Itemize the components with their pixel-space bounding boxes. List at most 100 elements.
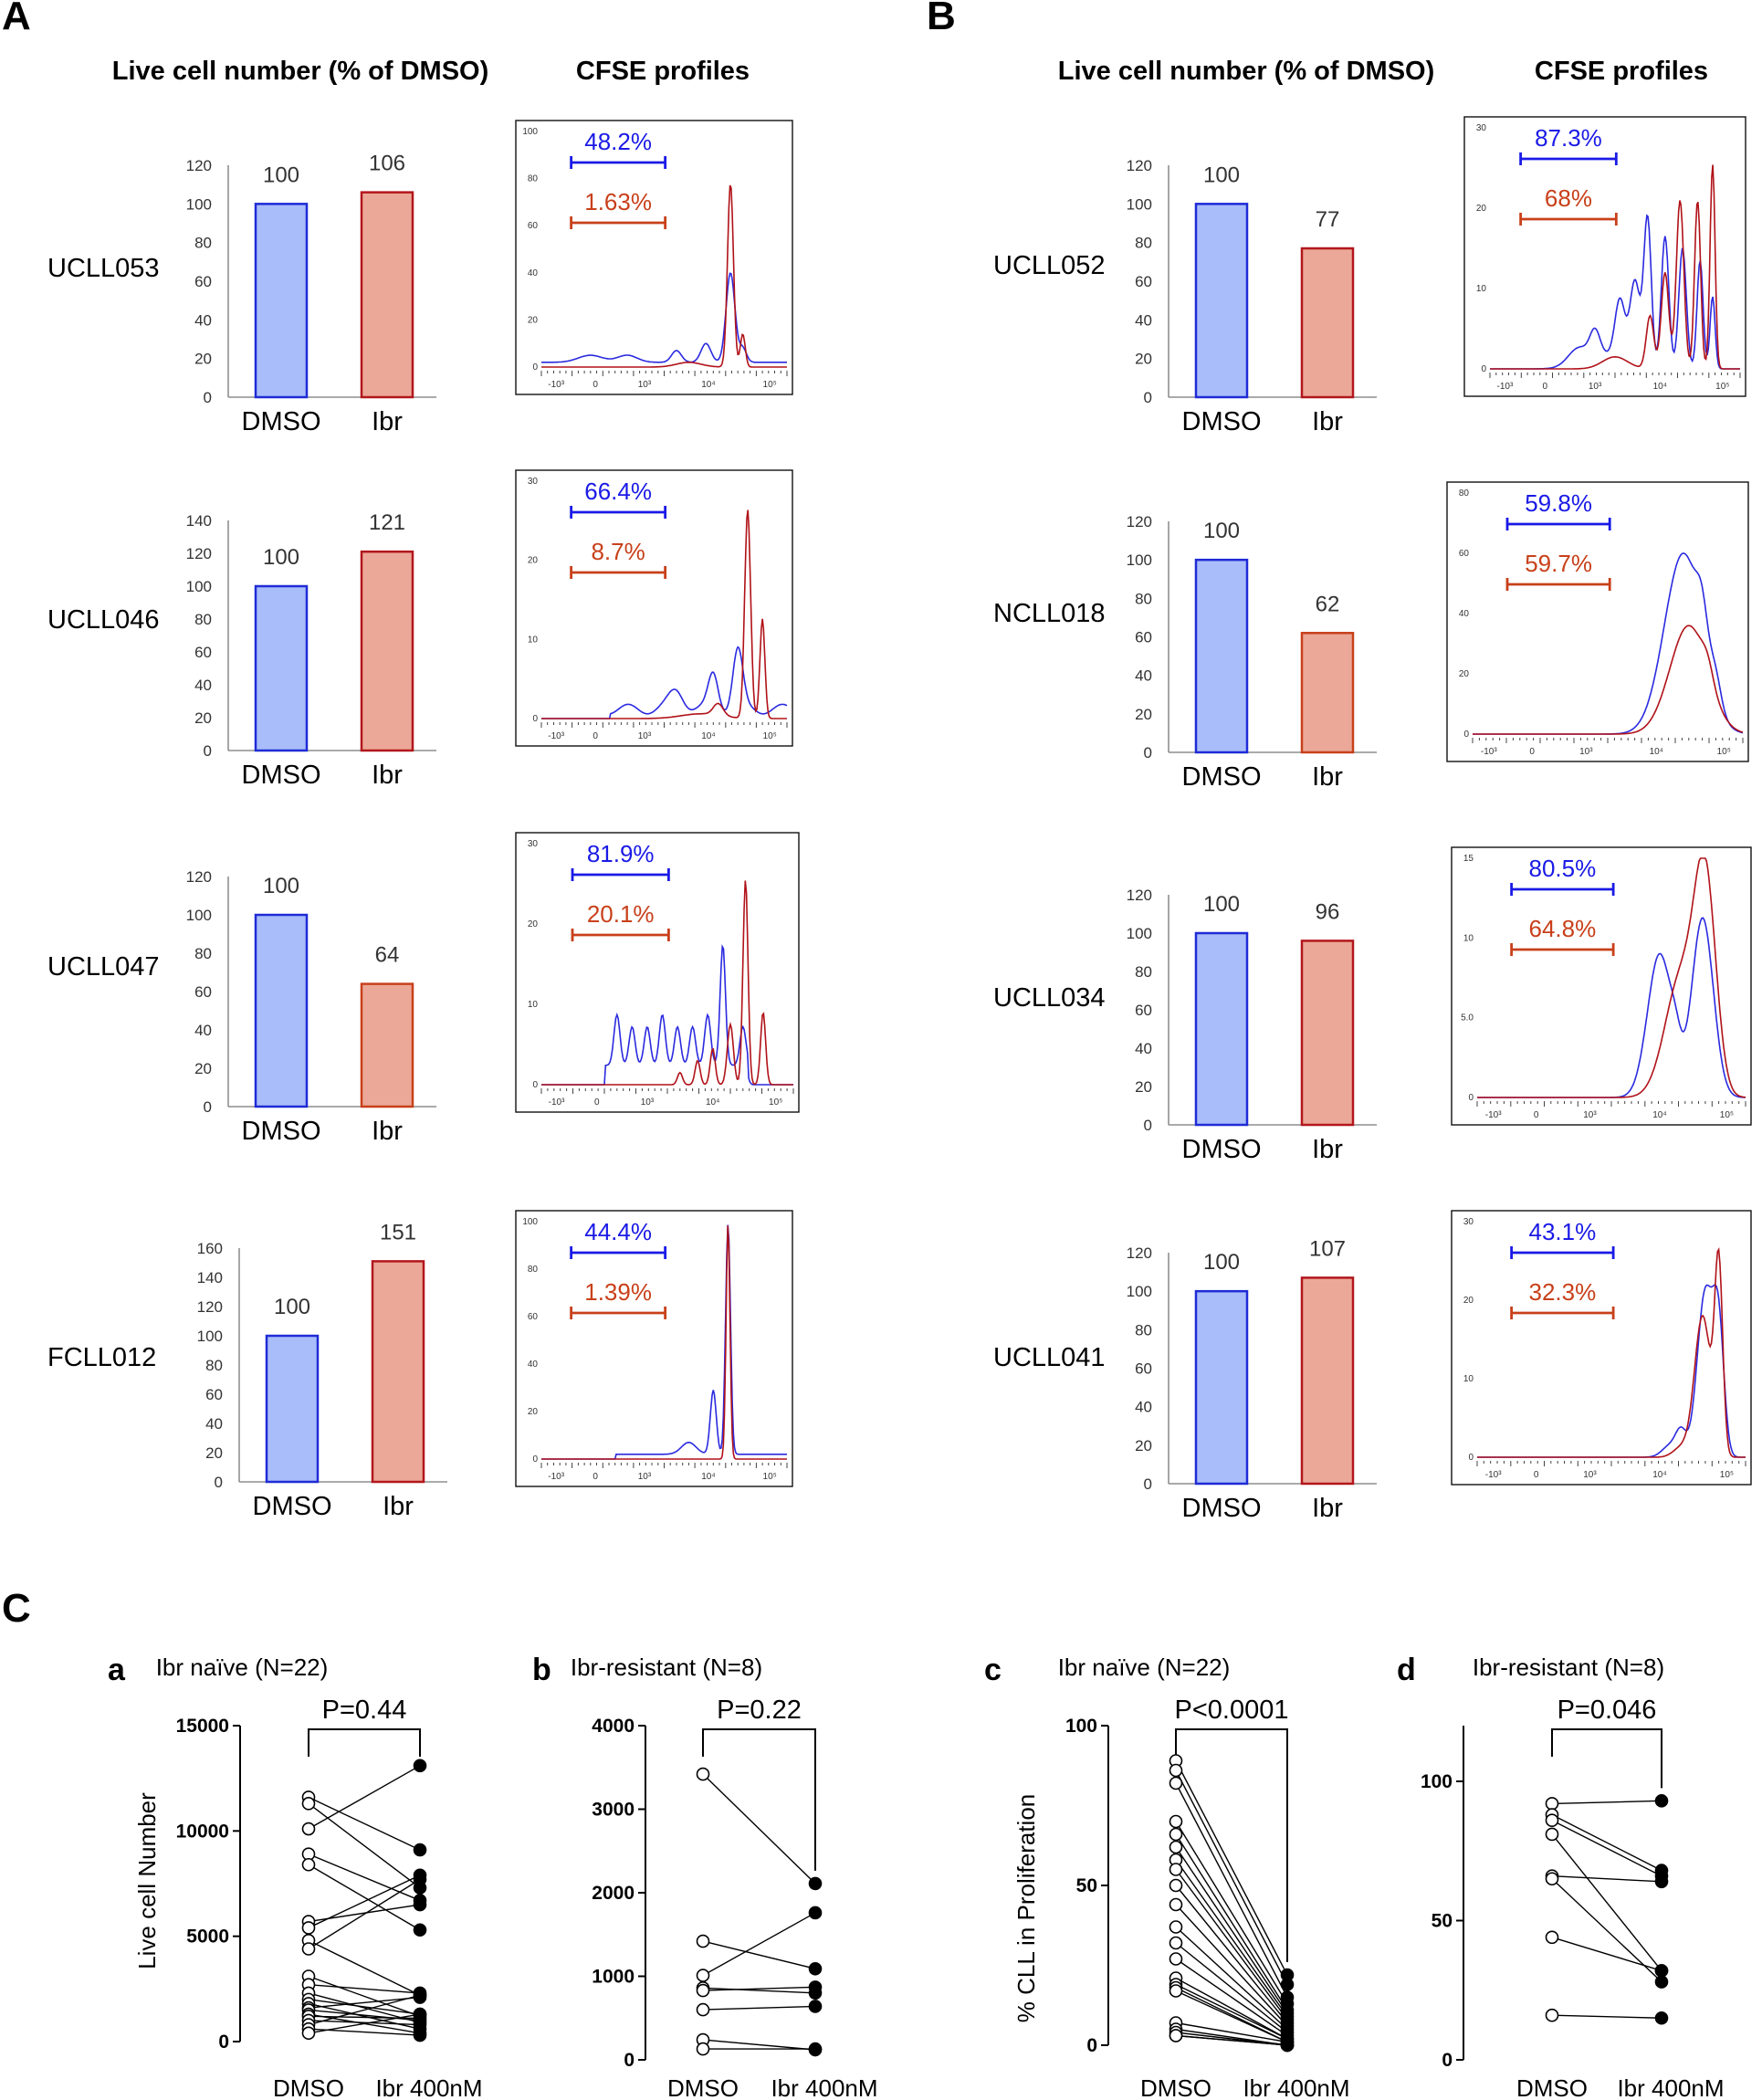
cfse-x-tick: 10⁴ xyxy=(706,1097,719,1108)
category-label: DMSO xyxy=(1182,1135,1262,1164)
cfse-curve-ibr xyxy=(541,184,787,368)
significance-bracket xyxy=(1175,1728,1288,1962)
point-dmso xyxy=(301,1942,316,1956)
cfse-x-tick: -10³ xyxy=(1485,1110,1502,1120)
bar-chart-ncll018: NCLL018 0 20 40 60 80 100 120 100 DMSO 62 Ibr xyxy=(993,513,1377,792)
pair-line xyxy=(702,1986,816,1991)
cfse-curve-ibr xyxy=(1490,164,1740,370)
cfse-x-ticks xyxy=(540,1463,788,1468)
category-label: DMSO xyxy=(1182,1494,1262,1523)
pair-line xyxy=(1551,1878,1662,1983)
bar-dmso xyxy=(1194,558,1249,754)
y-tick-label: 120 xyxy=(1127,887,1152,904)
y-tick-label: 60 xyxy=(1135,273,1152,290)
cfse-x-tick: 0 xyxy=(1529,747,1535,757)
point-dmso xyxy=(696,1983,710,1998)
y-tick-label: 50 xyxy=(1432,1911,1453,1932)
point-ibr xyxy=(413,1897,427,1912)
point-dmso xyxy=(1545,1930,1559,1945)
header-cfse-b: CFSE profiles xyxy=(1535,57,1708,86)
pair-line xyxy=(1551,1937,1662,1972)
point-dmso xyxy=(1169,1897,1183,1912)
point-ibr xyxy=(808,1980,823,1994)
cfse-y-tick: 15 xyxy=(1463,854,1474,864)
pair-line xyxy=(1175,2021,1288,2043)
gate-percentage-label: 81.9% xyxy=(587,840,655,867)
y-tick-label: 50 xyxy=(1076,1875,1097,1896)
point-ibr xyxy=(413,1988,427,2002)
point-dmso xyxy=(301,2026,316,2041)
pair-line xyxy=(308,1878,421,1950)
cfse-y-tick: 20 xyxy=(528,556,539,566)
bar-value-label: 151 xyxy=(380,1220,416,1244)
y-tick-label: 0 xyxy=(1442,2050,1453,2071)
cfse-x-tick: 10³ xyxy=(638,380,652,390)
cfse-x-tick: 10⁴ xyxy=(1653,382,1667,392)
gate-percentage-label: 87.3% xyxy=(1535,124,1602,152)
cfse-y-tick: 60 xyxy=(528,221,539,231)
cfse-x-tick: 0 xyxy=(593,731,598,741)
point-ibr xyxy=(413,1873,427,1886)
y-tick-label: 0 xyxy=(1144,1117,1152,1134)
pair-line xyxy=(702,1773,816,1885)
gate-percentage-label: 32.3% xyxy=(1528,1278,1596,1306)
bar-value-label: 77 xyxy=(1316,207,1340,232)
cfse-x-tick: 10⁴ xyxy=(701,731,715,741)
bar-value-label: 107 xyxy=(1309,1236,1346,1261)
pair-line xyxy=(308,1996,421,2009)
point-ibr xyxy=(808,1906,823,1920)
pair-line xyxy=(1175,1859,1288,2017)
bar-value-label: 100 xyxy=(263,874,299,898)
bar-value-label: 100 xyxy=(1203,892,1240,917)
category-label: Ibr xyxy=(372,761,403,790)
cfse-curve-ibr xyxy=(541,509,787,719)
point-dmso xyxy=(1169,1840,1183,1854)
pair-line xyxy=(308,1994,421,2026)
y-tick-label: 20 xyxy=(205,1444,223,1462)
pair-line xyxy=(1175,1983,1288,2040)
y-tick-label: 15000 xyxy=(176,1716,229,1737)
y-tick-label: 120 xyxy=(1127,1244,1152,1262)
cfse-y-tick: 0 xyxy=(532,1454,538,1465)
pair-line xyxy=(308,2015,421,2020)
pair-line xyxy=(1175,1942,1288,2033)
cfse-y-tick: 10 xyxy=(528,635,539,645)
cfse-x-ticks xyxy=(540,371,788,376)
p-value-label: P=0.44 xyxy=(322,1696,407,1725)
y-tick-label: 60 xyxy=(1135,1002,1152,1019)
x-label-ibr: Ibr 400nM xyxy=(1243,2074,1349,2100)
cfse-histogram-ucll041: 0 10 20 30 -10³ 0 10³ 10⁴ 10⁵ 43.1% 32.3% xyxy=(1451,1210,1752,1486)
pair-line xyxy=(1175,1869,1288,2021)
cfse-x-tick: 10³ xyxy=(638,731,652,741)
point-dmso xyxy=(1169,2029,1183,2042)
y-tick-label: 80 xyxy=(1135,235,1152,252)
cfse-histogram-ucll053: 0 20 40 60 80 100 -10³ 0 10³ 10⁴ 10⁵ 48.2% 1.63% xyxy=(515,120,793,395)
cfse-x-tick: -10³ xyxy=(548,731,564,741)
cfse-y-tick: 0 xyxy=(1468,1093,1474,1103)
bar-value-label: 62 xyxy=(1316,592,1340,616)
category-label: Ibr xyxy=(1312,1135,1343,1164)
point-ibr xyxy=(808,1961,823,1976)
y-tick-label: 40 xyxy=(1135,1399,1152,1416)
y-tick-label: 80 xyxy=(1135,590,1152,607)
cfse-x-tick: -10³ xyxy=(1485,1470,1502,1480)
category-label: DMSO xyxy=(242,407,321,436)
cfse-y-tick: 0 xyxy=(532,362,538,373)
y-tick-label: 40 xyxy=(205,1415,223,1433)
pair-line xyxy=(702,1912,816,1977)
cfse-x-tick: 10³ xyxy=(638,1472,652,1482)
point-dmso xyxy=(1169,1920,1183,1934)
cfse-x-tick: 0 xyxy=(593,380,598,390)
point-dmso xyxy=(301,1822,316,1836)
bar-chart-ucll053: UCLL053 0 20 40 60 80 100 120 100 DMSO 106 Ibr xyxy=(47,152,436,436)
cfse-gate-blue: 81.9% xyxy=(571,840,670,881)
cfse-x-tick: -10³ xyxy=(548,380,564,390)
cfse-y-tick: 0 xyxy=(532,1080,538,1090)
point-ibr xyxy=(808,1876,823,1891)
sample-name: UCLL041 xyxy=(993,1343,1106,1372)
cfse-gate-red: 32.3% xyxy=(1510,1278,1615,1319)
gate-percentage-label: 66.4% xyxy=(584,478,652,505)
p-value-label: P=0.046 xyxy=(1557,1696,1657,1725)
bar-dmso xyxy=(254,203,309,399)
